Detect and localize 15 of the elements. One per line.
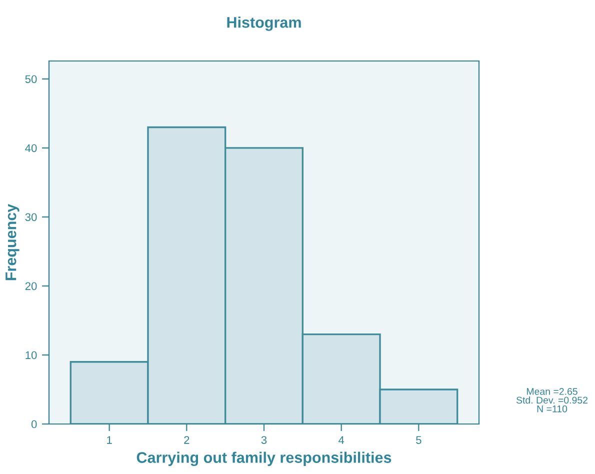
x-tick-label: 1 xyxy=(107,436,112,444)
y-tick-label: 0 xyxy=(31,420,37,428)
y-tick-label: 30 xyxy=(25,213,37,222)
x-tick-label: 2 xyxy=(184,436,190,444)
y-axis-title: Frequency xyxy=(6,204,20,280)
x-tick-label: 4 xyxy=(338,436,344,444)
x-axis-title: Carrying out family responsibilities xyxy=(136,452,392,466)
chart-title: Histogram xyxy=(227,16,301,31)
x-tick-label: 5 xyxy=(416,436,422,444)
x-tick-label: 3 xyxy=(261,436,267,444)
y-tick-label: 40 xyxy=(25,144,37,152)
text: Mean =2.65 Std. Dev. =0.952 N =110 xyxy=(516,388,588,412)
y-tick-label: 50 xyxy=(25,75,37,84)
y-tick-label: 20 xyxy=(25,282,37,290)
y-tick-label: 10 xyxy=(26,351,37,360)
